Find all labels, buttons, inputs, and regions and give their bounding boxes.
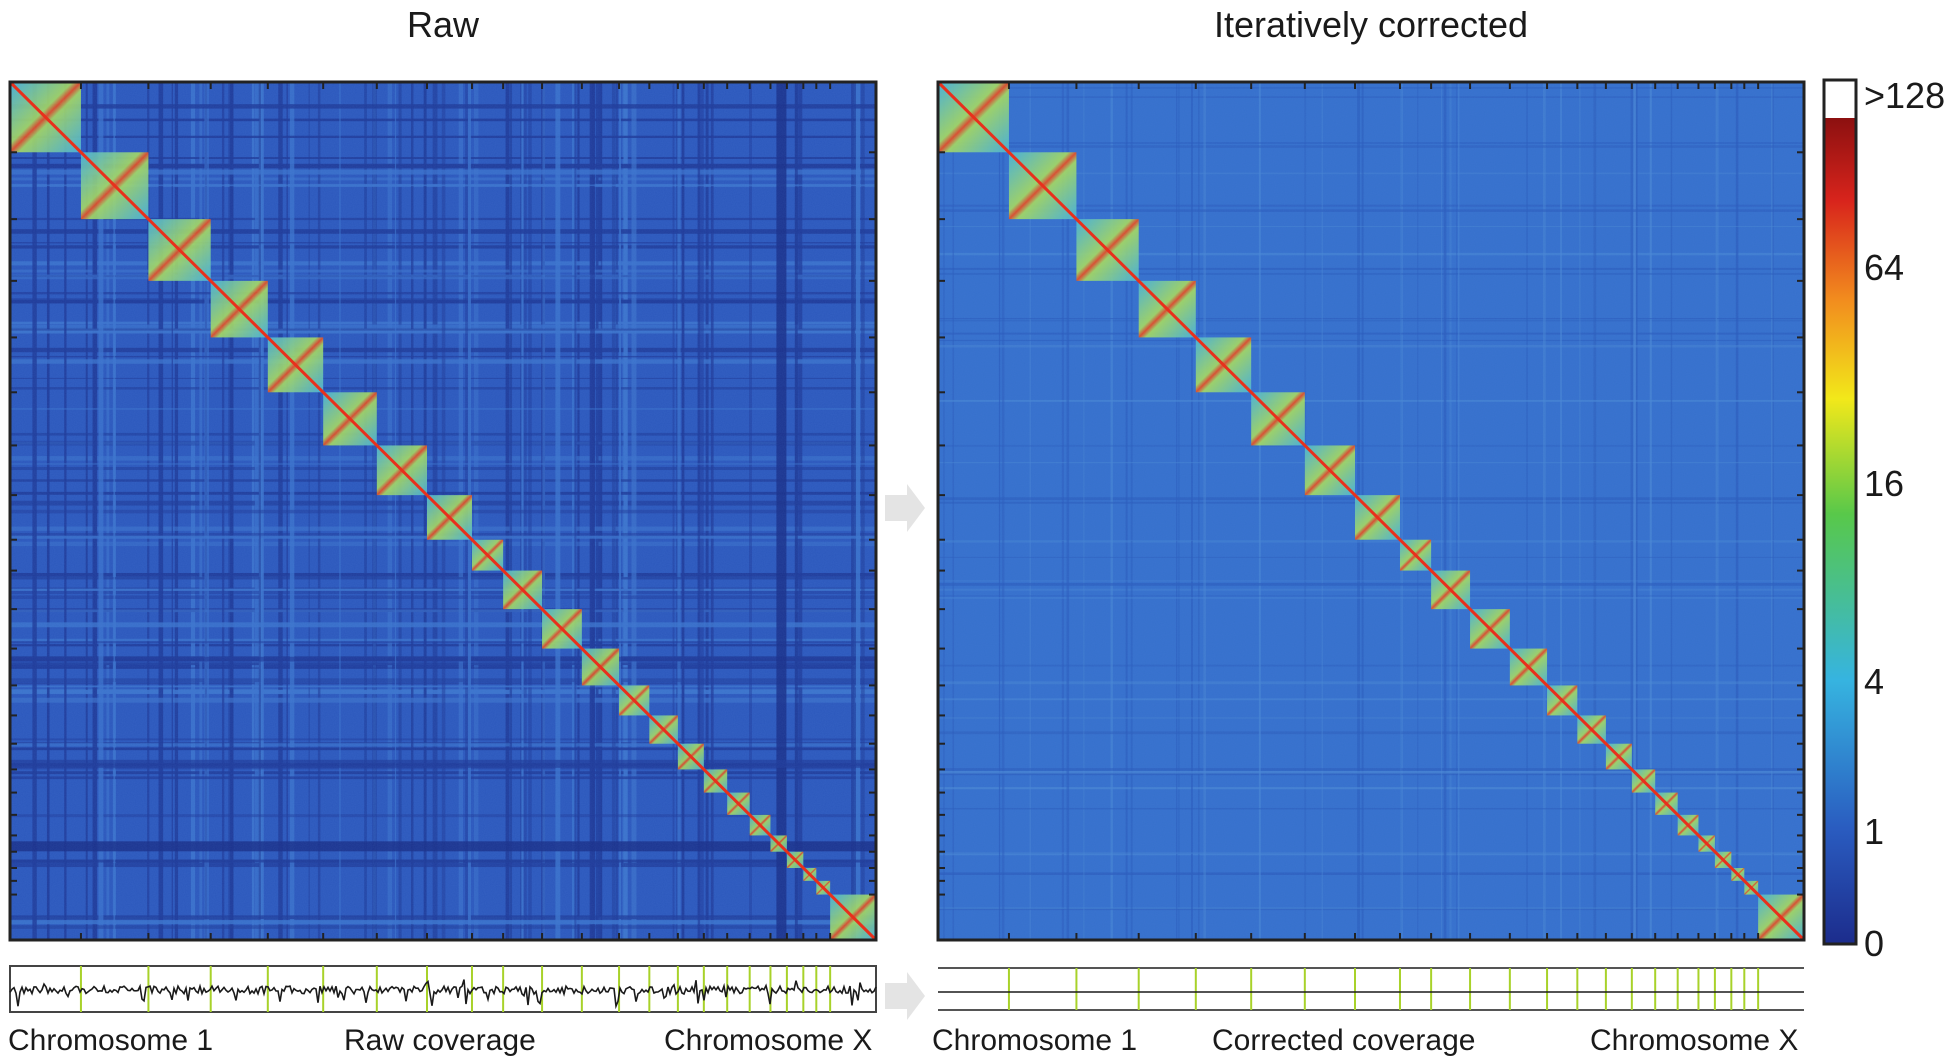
raw-coverage-track — [9, 965, 877, 1013]
arrow-heatmaps — [885, 484, 925, 532]
corrected-heatmap — [936, 80, 1806, 942]
raw-heatmap — [8, 80, 878, 942]
raw-track-center-label: Raw coverage — [344, 1024, 536, 1057]
colorbar-tick-4: 4 — [1864, 661, 1885, 702]
colorbar-tick-0: 0 — [1864, 923, 1885, 964]
raw-heatmap-frame — [8, 80, 878, 942]
corrected-track-center-label: Corrected coverage — [1212, 1024, 1476, 1057]
corrected-heatmap-frame — [936, 80, 1806, 942]
colorbar-tick-16: 16 — [1864, 463, 1905, 504]
corrected-coverage-boundaries — [1007, 968, 1760, 1010]
raw-track-left-label: Chromosome 1 — [8, 1024, 214, 1057]
corrected-coverage-track — [938, 967, 1804, 1011]
corrected-diagonal — [936, 80, 1806, 942]
corrected-track-left-label: Chromosome 1 — [932, 1024, 1138, 1057]
raw-ticks — [10, 82, 876, 940]
raw-panel-title: Raw — [406, 4, 480, 45]
arrow-coverage — [885, 972, 925, 1020]
colorbar-overflow — [1824, 80, 1856, 118]
colorbar-tick-1: 1 — [1864, 811, 1885, 852]
corrected-track-right-label: Chromosome X — [1590, 1024, 1799, 1057]
colorbar-tick-64: 64 — [1864, 247, 1905, 288]
raw-coverage-line — [9, 979, 877, 1010]
corrected-panel-title: Iteratively corrected — [1213, 4, 1529, 45]
colorbar — [1822, 78, 1858, 946]
colorbar-tick-128: >128 — [1864, 75, 1946, 116]
raw-track-right-label: Chromosome X — [664, 1024, 873, 1057]
raw-coverage-frame — [9, 965, 877, 1013]
colorbar-frame — [1822, 78, 1858, 946]
colorbar-gradient — [1824, 118, 1856, 944]
corrected-ticks — [938, 82, 1804, 940]
raw-diagonal — [8, 80, 878, 942]
